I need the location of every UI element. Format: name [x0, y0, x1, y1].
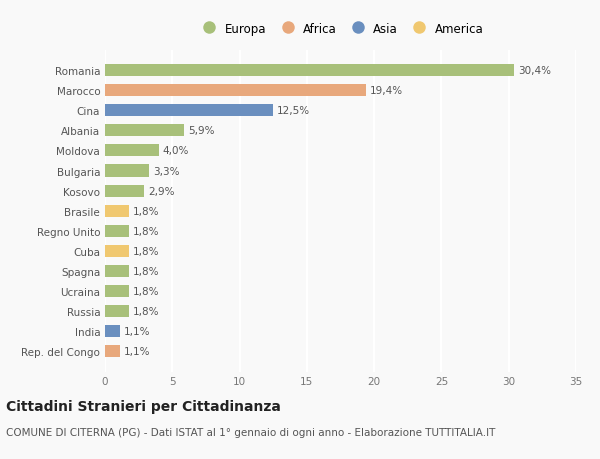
Bar [105, 125, 184, 137]
Text: 19,4%: 19,4% [370, 86, 403, 96]
Bar [105, 305, 129, 317]
Legend: Europa, Africa, Asia, America: Europa, Africa, Asia, America [193, 18, 488, 40]
Text: 12,5%: 12,5% [277, 106, 310, 116]
Text: COMUNE DI CITERNA (PG) - Dati ISTAT al 1° gennaio di ogni anno - Elaborazione TU: COMUNE DI CITERNA (PG) - Dati ISTAT al 1… [6, 427, 496, 437]
Text: 1,1%: 1,1% [124, 346, 151, 356]
Bar [105, 165, 149, 177]
Bar [105, 185, 144, 197]
Bar [105, 105, 273, 117]
Text: 1,8%: 1,8% [133, 206, 160, 216]
Bar [105, 145, 159, 157]
Text: 1,1%: 1,1% [124, 326, 151, 336]
Text: 3,3%: 3,3% [154, 166, 180, 176]
Text: 2,9%: 2,9% [148, 186, 175, 196]
Text: 30,4%: 30,4% [518, 66, 551, 76]
Bar [105, 205, 129, 217]
Bar [105, 265, 129, 277]
Bar [105, 85, 366, 97]
Bar [105, 325, 120, 337]
Text: 1,8%: 1,8% [133, 226, 160, 236]
Bar [105, 285, 129, 297]
Text: 1,8%: 1,8% [133, 286, 160, 296]
Bar [105, 225, 129, 237]
Bar [105, 245, 129, 257]
Text: 1,8%: 1,8% [133, 306, 160, 316]
Text: 5,9%: 5,9% [188, 126, 215, 136]
Text: 1,8%: 1,8% [133, 266, 160, 276]
Bar [105, 345, 120, 357]
Text: 1,8%: 1,8% [133, 246, 160, 256]
Bar [105, 65, 514, 77]
Text: 4,0%: 4,0% [163, 146, 189, 156]
Text: Cittadini Stranieri per Cittadinanza: Cittadini Stranieri per Cittadinanza [6, 399, 281, 413]
